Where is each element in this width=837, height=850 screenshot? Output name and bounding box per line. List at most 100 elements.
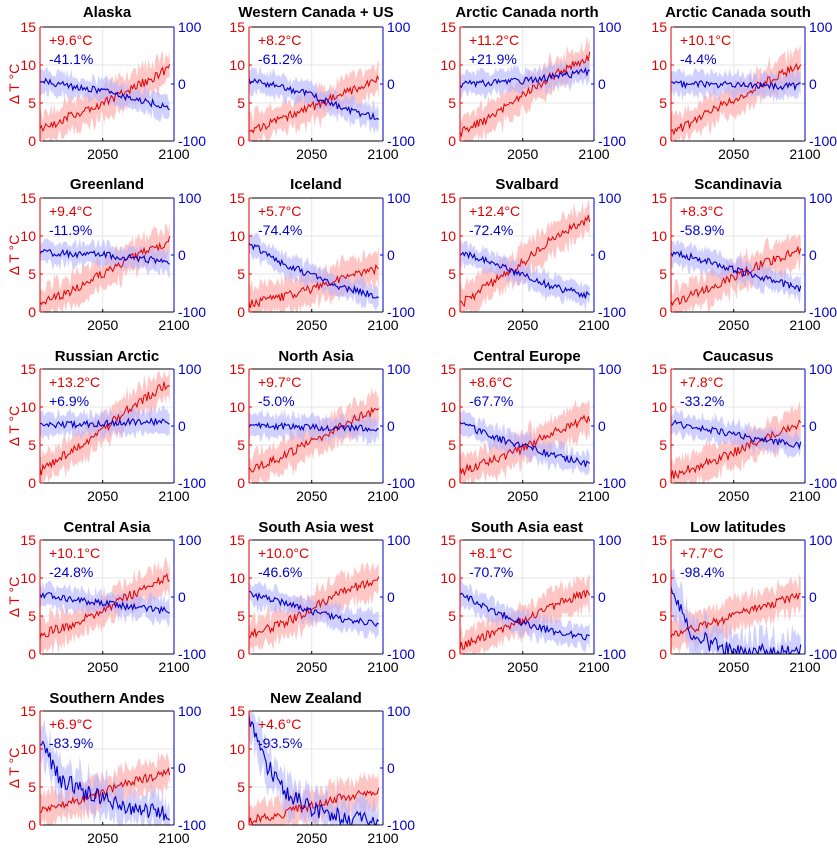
temperature-change-label: +9.6°C [49, 32, 92, 48]
left-tick-label: 15 [20, 703, 36, 719]
snow-band [460, 409, 590, 477]
left-tick-label: 0 [659, 475, 667, 491]
panel-title: Caucasus [703, 348, 774, 365]
panel-8: Russian Arctic 0 5 10 15 -100 0 100 2050 2100 +13.… [6, 348, 206, 504]
panel-10: Central Europe 0 5 10 15 -100 0 100 2050 2100 +8.6… [440, 348, 626, 504]
left-tick-label: 10 [20, 741, 36, 757]
right-tick-label: 100 [809, 19, 833, 35]
snow-line [249, 590, 379, 628]
panel-7: Scandinavia 0 5 10 15 -100 0 100 2050 2100 +8.3°C -… [651, 176, 837, 333]
panel-15: Low latitudes 0 5 10 15 -100 0 100 2050 2100 +7.7°… [651, 519, 837, 675]
snow-change-label: -70.7% [469, 564, 513, 580]
panel-title: New Zealand [270, 690, 362, 707]
plot-area [249, 230, 379, 312]
x-tick-label: 2050 [296, 146, 327, 162]
left-tick-label: 10 [229, 570, 245, 586]
snow-change-label: -33.2% [680, 393, 724, 409]
x-tick-label: 2100 [158, 317, 189, 333]
snow-line [671, 419, 802, 450]
temperature-line [460, 51, 591, 138]
right-tick-label: 100 [598, 19, 622, 35]
plot-area [40, 51, 171, 141]
x-tick-label: 2050 [87, 659, 118, 675]
temperature-line [249, 74, 380, 134]
left-tick-label: 0 [659, 304, 667, 320]
panel-title: South Asia west [258, 519, 373, 536]
left-axis-label: Δ T °C [6, 577, 22, 617]
left-tick-label: 0 [237, 817, 245, 833]
left-tick-label: 5 [448, 266, 456, 282]
left-tick-label: 15 [440, 532, 456, 548]
left-tick-label: 15 [440, 19, 456, 35]
temperature-change-label: +8.3°C [680, 203, 723, 219]
right-tick-label: 100 [387, 361, 411, 377]
right-tick-label: 0 [809, 247, 817, 263]
x-tick-label: 2100 [789, 488, 820, 504]
right-tick-label: 0 [598, 76, 606, 92]
left-tick-label: 0 [237, 475, 245, 491]
snow-change-label: -5.0% [258, 393, 295, 409]
left-tick-label: 15 [229, 532, 245, 548]
left-tick-label: 0 [448, 475, 456, 491]
snow-change-label: -67.7% [469, 393, 513, 409]
snow-change-label: -58.9% [680, 222, 724, 238]
right-tick-label: 0 [178, 247, 186, 263]
plot-area [460, 574, 591, 654]
snow-line [460, 421, 590, 467]
temperature-line [40, 381, 171, 476]
temperature-line [40, 767, 171, 813]
snow-line [40, 740, 171, 821]
plot-area [249, 562, 380, 654]
plot-area [671, 400, 802, 483]
x-tick-label: 2050 [507, 317, 538, 333]
right-tick-label: 100 [178, 532, 202, 548]
left-tick-label: 10 [20, 399, 36, 415]
x-tick-label: 2050 [87, 830, 118, 846]
temperature-change-label: +11.2°C [469, 32, 519, 48]
right-tick-label: -100 [598, 646, 626, 662]
snow-line [671, 79, 801, 92]
plot-area [249, 711, 380, 825]
temperature-line [249, 263, 379, 309]
right-tick-label: 100 [598, 190, 622, 206]
left-tick-label: 10 [440, 399, 456, 415]
x-tick-label: 2100 [158, 659, 189, 675]
x-tick-label: 2100 [578, 488, 609, 504]
x-tick-label: 2100 [789, 659, 820, 675]
panel-9: North Asia 0 5 10 15 -100 0 100 2050 2100 +9.7°C -5… [229, 348, 415, 504]
left-tick-label: 5 [28, 608, 36, 624]
snow-band [40, 66, 170, 123]
plot-area [249, 387, 380, 483]
snow-line [249, 714, 380, 825]
x-tick-label: 2050 [296, 659, 327, 675]
snow-change-label: -98.4% [680, 564, 724, 580]
snow-change-label: +21.9% [469, 51, 517, 67]
left-tick-label: 15 [229, 361, 245, 377]
panel-title: Arctic Canada south [665, 4, 811, 21]
snow-band [249, 230, 379, 311]
right-tick-label: 0 [598, 589, 606, 605]
panel-1: Western Canada + US 0 5 10 15 -100 0 100 2050 210… [229, 4, 415, 162]
temperature-change-label: +8.1°C [469, 545, 512, 561]
left-tick-label: 10 [229, 741, 245, 757]
x-tick-label: 2050 [87, 317, 118, 333]
left-tick-label: 15 [651, 19, 667, 35]
x-tick-label: 2050 [296, 830, 327, 846]
right-tick-label: 0 [598, 418, 606, 434]
plot-area [40, 717, 171, 825]
right-tick-label: 100 [387, 703, 411, 719]
x-tick-label: 2100 [158, 146, 189, 162]
temperature-line [40, 64, 171, 133]
left-tick-label: 10 [229, 228, 245, 244]
left-tick-label: 15 [651, 190, 667, 206]
plot-area [460, 199, 591, 312]
x-tick-label: 2100 [367, 659, 398, 675]
left-tick-label: 0 [448, 304, 456, 320]
left-tick-label: 5 [237, 266, 245, 282]
snow-line [40, 591, 170, 614]
snow-change-label: -72.4% [469, 222, 513, 238]
snow-line [671, 249, 802, 292]
right-tick-label: 100 [598, 361, 622, 377]
temperature-change-label: +12.4°C [469, 203, 520, 219]
left-tick-label: 10 [440, 228, 456, 244]
